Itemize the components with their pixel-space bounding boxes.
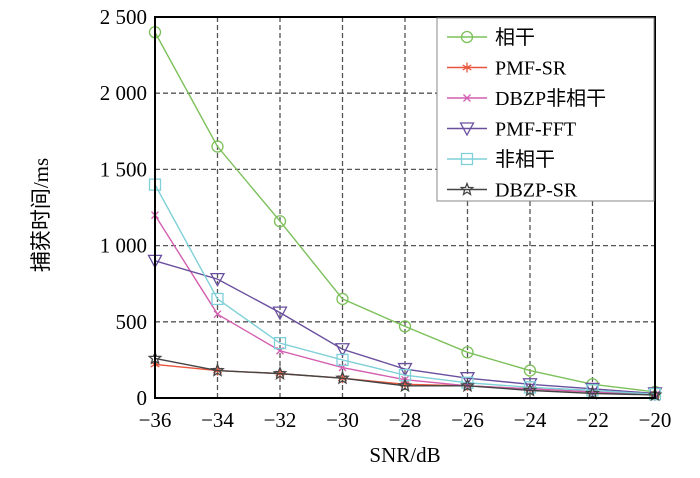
legend-marker: [463, 94, 471, 102]
x-tick-label: −24: [514, 408, 547, 432]
data-point: [211, 292, 224, 306]
legend-item: 相干: [447, 26, 535, 49]
legend: 相干 PMF-SR DBZP非相干 PMF-FFT 非相干 DBZP-SR: [436, 17, 655, 202]
data-point: [585, 385, 600, 400]
legend-item: PMF-SR: [447, 58, 567, 80]
data-point: [213, 310, 222, 319]
data-point: [459, 372, 476, 387]
x-axis-label: SNR/dB: [369, 443, 440, 467]
y-tick-label: 500: [116, 310, 148, 334]
legend-item: 非相干: [447, 148, 555, 171]
legend-label: DBZP非相干: [495, 87, 606, 110]
data-point: [335, 370, 350, 385]
data-point: [211, 140, 224, 153]
x-tick-label: −36: [139, 408, 172, 432]
data-point: [397, 377, 413, 393]
data-point: [461, 346, 474, 359]
data-point: [273, 336, 287, 350]
legend-box: [436, 17, 655, 202]
data-point: [398, 320, 412, 333]
series-line: [154, 357, 656, 396]
data-point: [336, 292, 349, 306]
legend-marker: [459, 122, 475, 137]
data-point: [210, 362, 225, 377]
legend-marker: [460, 152, 474, 166]
x-tick-label: −30: [326, 408, 359, 432]
data-point: [273, 215, 287, 228]
y-tick-label: 1 000: [100, 234, 147, 258]
data-point: [209, 272, 226, 287]
x-tick-label: −20: [639, 408, 672, 432]
legend-marker: [459, 181, 475, 196]
legend-label: DBZP-SR: [495, 180, 578, 202]
data-point: [336, 353, 349, 367]
legend-marker: [462, 62, 472, 73]
legend-label: PMF-SR: [495, 58, 567, 80]
legend-label: PMF-FFT: [495, 119, 576, 141]
series-line: [154, 31, 656, 393]
y-tick-label: 2 500: [100, 5, 147, 29]
y-tick-label: 2 000: [100, 81, 147, 105]
x-tick-label: −26: [451, 408, 484, 432]
series-5: [147, 350, 663, 402]
data-point: [272, 365, 288, 380]
x-tick-label: −32: [264, 408, 297, 432]
y-tick-label: 0: [137, 386, 148, 410]
legend-item: PMF-FFT: [447, 119, 576, 141]
legend-marker: [460, 30, 474, 44]
x-tick-label: −34: [201, 408, 234, 432]
data-point: [522, 382, 538, 397]
legend-label: 相干: [495, 26, 535, 49]
legend-item: DBZP-SR: [447, 180, 578, 202]
data-point: [522, 378, 538, 393]
legend-label: 非相干: [495, 148, 555, 171]
y-tick-label: 1 500: [100, 157, 147, 181]
plot-frame: [154, 16, 656, 399]
data-point: [523, 364, 537, 377]
series-group: [147, 26, 663, 402]
x-tick-label: −28: [389, 408, 422, 432]
data-point: [272, 306, 288, 321]
y-axis-label: 捕获时间/ms: [29, 158, 53, 272]
series-line: [154, 184, 656, 395]
tick-labels: −36 −34 −32 −30 −28 −26 −24 −22 −20 0 500 1 000 1 50…: [100, 5, 672, 432]
legend-item: DBZP非相干: [447, 87, 606, 110]
data-point: [584, 382, 601, 397]
x-tick-label: −22: [576, 408, 609, 432]
data-point: [460, 377, 475, 393]
data-point: [334, 343, 351, 358]
